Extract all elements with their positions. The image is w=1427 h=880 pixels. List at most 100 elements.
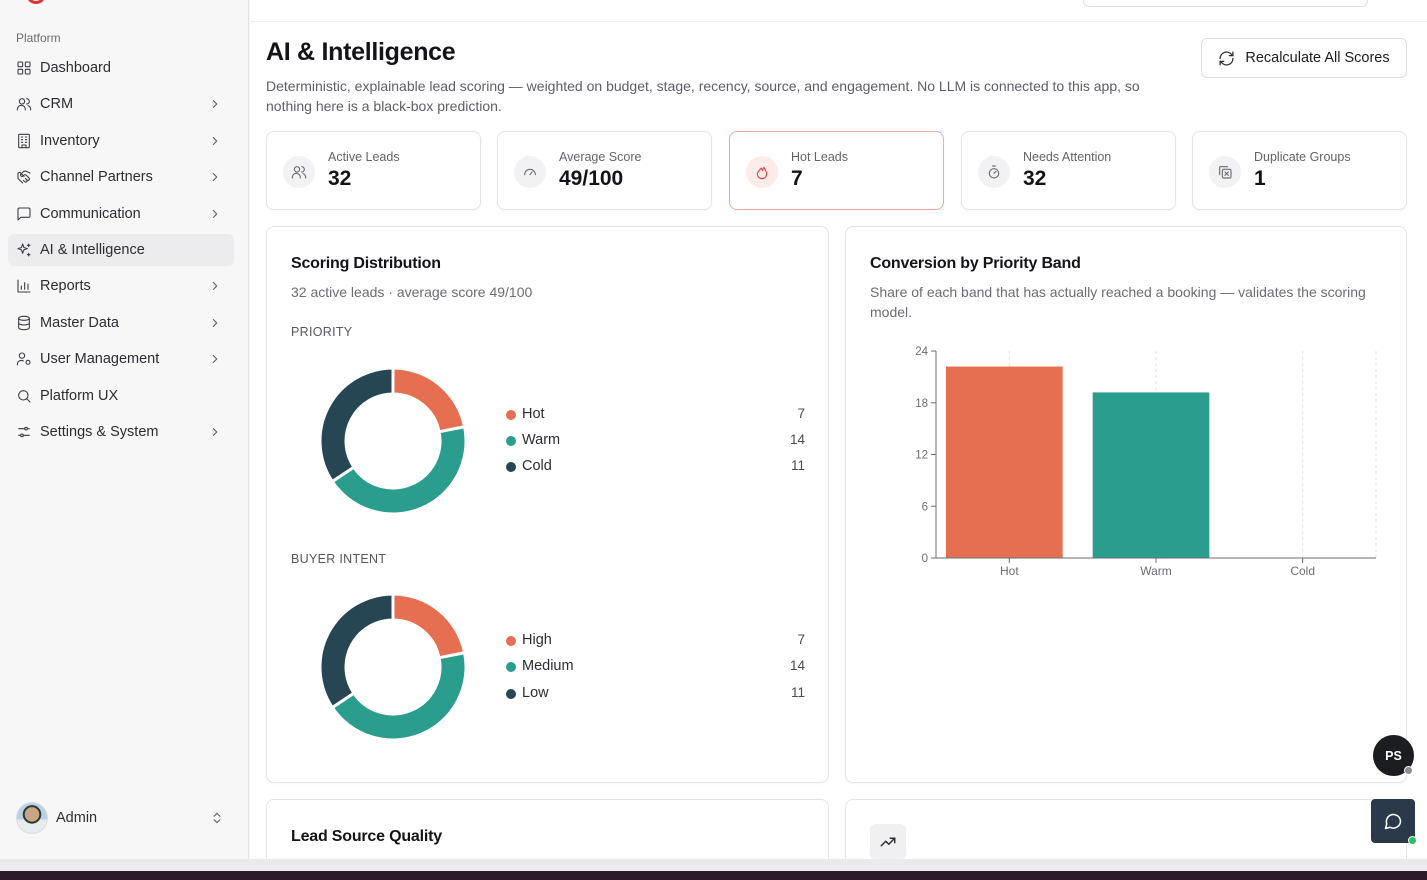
sidebar-item-channel-partners[interactable]: Channel Partners — [8, 161, 234, 193]
legend-label: High — [522, 632, 552, 648]
profile-initials: PS — [1385, 748, 1402, 763]
legend-value: 7 — [797, 632, 805, 647]
sidebar-item-label: AI & Intelligence — [40, 241, 145, 258]
profile-bubble[interactable]: PS — [1373, 735, 1414, 776]
sidebar-item-crm[interactable]: CRM — [8, 88, 234, 120]
stat-label: Average Score — [559, 150, 642, 164]
donut-slice-medium — [330, 650, 468, 742]
legend-label: Cold — [522, 458, 552, 474]
user-cog-icon — [16, 351, 32, 367]
card-subtitle: Share of each band that has actually rea… — [870, 284, 1366, 320]
x-tick-label: Hot — [1000, 564, 1019, 578]
legend-label: Warm — [522, 432, 561, 448]
legend-item-cold: Cold 11 — [506, 457, 805, 477]
chat-widget-button[interactable] — [1371, 799, 1417, 845]
sidebar-item-label: Channel Partners — [40, 169, 153, 186]
trending-up-icon — [870, 824, 906, 859]
flame-icon — [746, 156, 778, 188]
sidebar-item-label: Platform UX — [40, 387, 119, 404]
chevron-right-icon — [208, 134, 222, 148]
user-menu[interactable]: Admin — [16, 802, 230, 834]
legend-dot — [506, 410, 516, 420]
search-input[interactable] — [1083, 0, 1368, 7]
legend-dot — [506, 689, 516, 699]
sidebar-item-master-data[interactable]: Master Data — [8, 307, 234, 339]
stat-value: 1 — [1254, 167, 1266, 190]
card-subtitle: 32 active leads · average score 49/100 — [291, 284, 533, 300]
stat-card-active-leads: Active Leads 32 — [266, 131, 481, 210]
legend-item-warm: Warm 14 — [506, 431, 805, 451]
buyer-intent-section-label: BUYER INTENT — [291, 552, 387, 566]
sidebar-item-platform-ux[interactable]: Platform UX — [8, 380, 234, 412]
chevron-right-icon — [208, 279, 222, 293]
donut-slice-high — [391, 592, 467, 660]
legend-item-low: Low 11 — [506, 684, 805, 704]
gauge-icon — [514, 156, 546, 188]
legend-value: 11 — [790, 458, 805, 473]
search-icon — [16, 388, 32, 404]
chevron-right-icon — [208, 352, 222, 366]
stat-value: 49/100 — [559, 167, 624, 190]
sidebar-item-inventory[interactable]: Inventory — [8, 125, 234, 157]
conversion-card: Conversion by Priority Band Share of eac… — [845, 226, 1407, 783]
sidebar-item-label: Inventory — [40, 132, 100, 149]
stat-label: Needs Attention — [1023, 150, 1112, 164]
refresh-icon — [1219, 50, 1234, 66]
topbar-divider — [250, 21, 1427, 22]
stat-card-duplicate-groups: Duplicate Groups 1 — [1192, 131, 1407, 210]
legend-value: 7 — [797, 406, 805, 421]
stat-label: Duplicate Groups — [1254, 150, 1351, 164]
sidebar: Platform Dashboard CRM Inventory Channel… — [0, 0, 249, 859]
donut-slice-cold — [318, 366, 395, 484]
bar-warm — [1092, 392, 1210, 558]
stat-label: Active Leads — [328, 150, 400, 164]
buyer-intent-donut-chart — [318, 592, 468, 742]
users-icon — [283, 156, 315, 188]
chat-icon — [1384, 813, 1402, 830]
donut-slice-warm — [330, 424, 468, 516]
message-square-icon — [16, 206, 32, 222]
sidebar-item-label: Communication — [40, 205, 141, 222]
y-tick-label: 12 — [915, 450, 928, 462]
donut-slice-low — [318, 592, 395, 710]
legend-label: Low — [522, 685, 549, 701]
chevron-right-icon — [208, 425, 222, 439]
sidebar-item-label: Reports — [40, 278, 91, 295]
stat-card-average-score: Average Score 49/100 — [497, 131, 712, 210]
building-icon — [16, 133, 32, 149]
handshake-icon — [16, 169, 32, 185]
scoring-distribution-card: Scoring Distribution 32 active leads · a… — [266, 226, 829, 783]
legend-dot — [506, 636, 516, 646]
legend-value: 11 — [790, 685, 805, 700]
sidebar-item-user-management[interactable]: User Management — [8, 343, 234, 375]
sidebar-item-dashboard[interactable]: Dashboard — [8, 52, 234, 84]
priority-donut-chart — [318, 366, 468, 516]
legend-dot — [506, 462, 516, 472]
legend-value: 14 — [789, 658, 805, 673]
y-tick-label: 18 — [915, 398, 928, 410]
priority-section-label: PRIORITY — [291, 325, 353, 339]
legend-value: 14 — [789, 432, 805, 447]
sidebar-item-settings-system[interactable]: Settings & System — [8, 416, 234, 448]
legend-dot — [506, 436, 516, 446]
chevron-right-icon — [208, 207, 222, 221]
legend-dot — [506, 662, 516, 672]
legend-item-hot: Hot 7 — [506, 405, 805, 425]
stat-card-hot-leads: Hot Leads 7 — [729, 131, 944, 210]
sidebar-item-ai-intelligence[interactable]: AI & Intelligence — [8, 233, 234, 266]
card-title: Lead Source Quality — [291, 828, 442, 845]
stat-value: 32 — [328, 167, 352, 190]
sidebar-item-communication[interactable]: Communication — [8, 198, 234, 230]
x-tick-label: Warm — [1140, 564, 1172, 578]
trend-card — [845, 799, 1407, 859]
timer-icon — [978, 156, 1010, 188]
bar-hot — [946, 366, 1063, 558]
sidebar-item-label: Master Data — [40, 314, 119, 331]
online-status-dot — [1408, 836, 1417, 845]
stat-value: 7 — [791, 167, 803, 190]
sidebar-item-label: Dashboard — [40, 60, 111, 76]
legend-item-medium: Medium 14 — [506, 657, 805, 677]
sidebar-item-reports[interactable]: Reports — [8, 270, 234, 302]
recalculate-scores-button[interactable]: Recalculate All Scores — [1201, 38, 1407, 78]
chevron-right-icon — [208, 170, 222, 184]
